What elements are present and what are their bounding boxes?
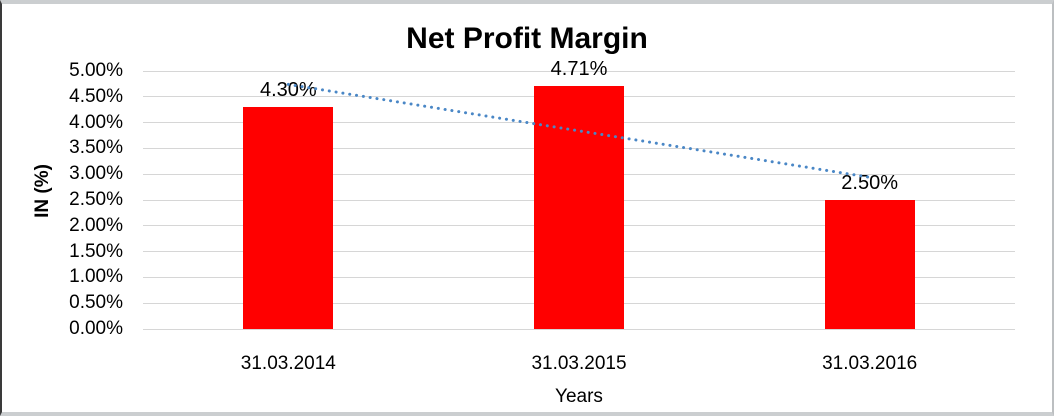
y-tick-label: 4.50% bbox=[69, 85, 123, 107]
y-tick-label: 1.50% bbox=[69, 240, 123, 262]
y-axis: 5.00% 4.50% 4.00% 3.50% 3.00% 2.50% 2.00% 1.50%… bbox=[2, 60, 123, 339]
chart-title: Net Profit Margin bbox=[406, 22, 648, 55]
gridline bbox=[143, 70, 1015, 72]
y-tick-label: 3.50% bbox=[69, 137, 123, 159]
bar-value-label: 4.30% bbox=[259, 79, 317, 102]
y-tick-label: 5.00% bbox=[69, 60, 123, 81]
y-tick-label: 4.00% bbox=[69, 111, 123, 133]
y-tick-label: 3.00% bbox=[69, 163, 123, 185]
bar-value-label: 4.71% bbox=[550, 57, 608, 80]
y-tick-label: 1.00% bbox=[69, 266, 123, 288]
bar-31.03.2016 bbox=[824, 200, 915, 329]
x-tick-label: 31.03.2016 bbox=[822, 353, 918, 374]
x-axis-title: Years bbox=[555, 386, 603, 407]
x-tick-label: 31.03.2015 bbox=[531, 353, 627, 374]
y-tick-label: 2.50% bbox=[69, 189, 123, 210]
plot-area: 4.30% 4.71% 2.50% bbox=[143, 58, 1015, 330]
trendline bbox=[286, 82, 872, 179]
bar-31.03.2014 bbox=[243, 107, 334, 329]
x-axis: 31.03.2014 31.03.2015 31.03.2016 bbox=[143, 351, 1015, 375]
bar-value-label: 2.50% bbox=[841, 172, 899, 194]
y-tick-label: 0.00% bbox=[69, 318, 123, 339]
gridline bbox=[143, 328, 1015, 330]
y-tick-label: 2.00% bbox=[69, 214, 123, 236]
x-tick-label: 31.03.2014 bbox=[240, 353, 336, 374]
bar-31.03.2015 bbox=[534, 85, 624, 329]
y-tick-label: 0.50% bbox=[69, 292, 123, 314]
